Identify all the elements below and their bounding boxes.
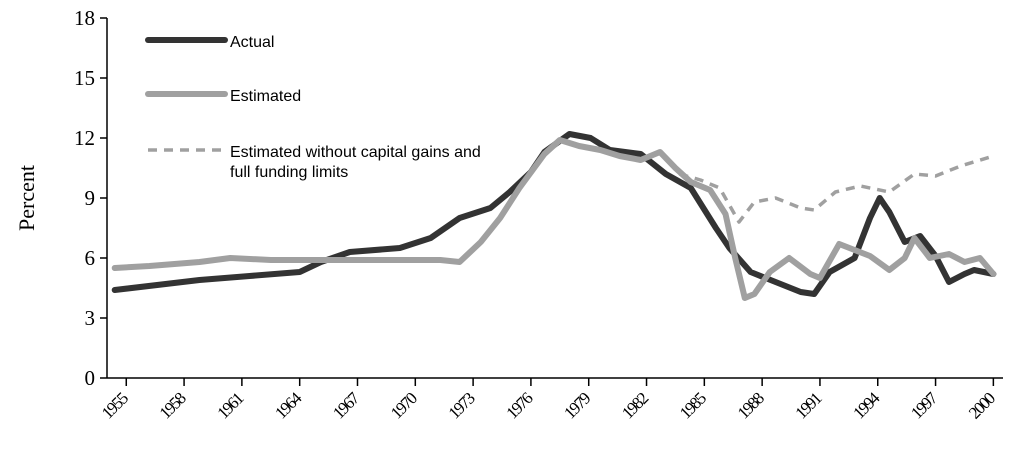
x-tick-label: 1973	[445, 389, 479, 423]
x-tick-label: 1964	[271, 388, 306, 423]
series-line	[111, 137, 997, 301]
x-tick-label: 1988	[734, 389, 768, 423]
x-tick-label: 1994	[849, 388, 884, 423]
x-tick-label: 1976	[503, 389, 537, 423]
y-tick-label: 3	[85, 306, 96, 330]
y-tick-label: 12	[74, 126, 95, 150]
x-tick-label: 1997	[907, 388, 942, 423]
y-tick-label: 0	[85, 366, 96, 390]
x-tick-label: 1982	[618, 389, 652, 423]
x-tick-label: 1967	[329, 388, 364, 423]
legend-label: Estimated without capital gains and full…	[230, 144, 481, 181]
x-tick-label: 1955	[98, 389, 132, 423]
legend-label: Actual	[230, 34, 275, 51]
x-tick-label: 1958	[156, 389, 190, 423]
x-tick-label: 1961	[213, 389, 247, 423]
y-tick-label: 6	[85, 246, 96, 270]
x-tick-label: 1985	[676, 389, 710, 423]
y-tick-label: 18	[74, 6, 95, 30]
series-line	[111, 131, 997, 297]
series-line	[678, 154, 994, 224]
y-tick-label: 15	[74, 66, 95, 90]
legend-label: Estimated	[230, 88, 302, 105]
x-tick-label: 1970	[387, 389, 421, 423]
x-tick-label: 2000	[965, 389, 999, 423]
x-tick-label: 1979	[560, 389, 594, 423]
y-axis-label: Percent	[14, 165, 39, 231]
x-tick-label: 1991	[792, 389, 826, 423]
y-tick-label: 9	[85, 186, 96, 210]
